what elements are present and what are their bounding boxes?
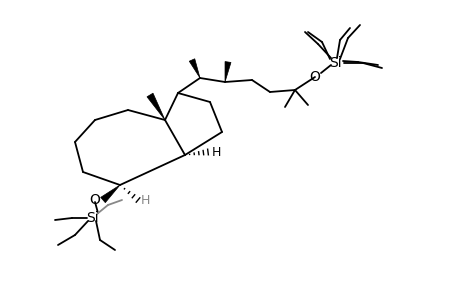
Polygon shape bbox=[189, 59, 200, 78]
Text: O: O bbox=[309, 70, 320, 84]
Text: O: O bbox=[90, 193, 100, 207]
Text: Si: Si bbox=[328, 56, 341, 70]
Text: Si: Si bbox=[85, 211, 98, 225]
Text: H: H bbox=[140, 194, 149, 206]
Text: H: H bbox=[211, 146, 220, 158]
Polygon shape bbox=[101, 185, 120, 202]
Polygon shape bbox=[224, 61, 230, 82]
Polygon shape bbox=[147, 93, 165, 120]
